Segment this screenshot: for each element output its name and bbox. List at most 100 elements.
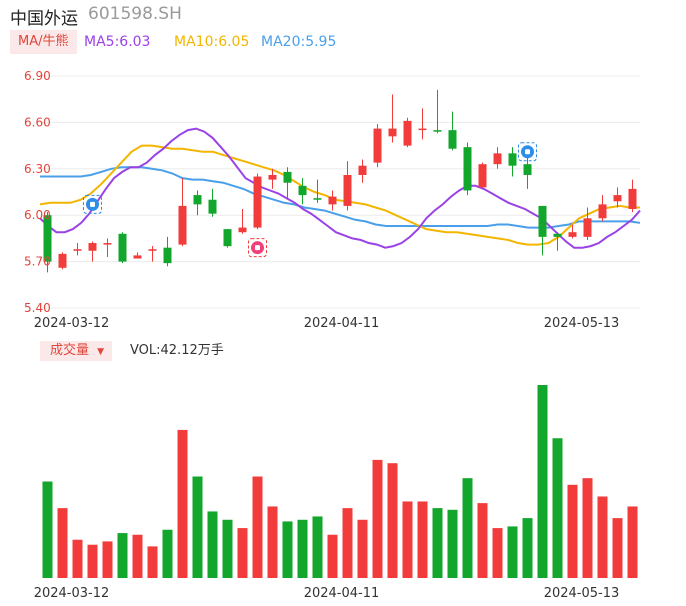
bull-icon (248, 238, 267, 258)
candle-body (403, 120, 412, 146)
volume-bar (72, 539, 83, 578)
y-tick-label: 6.60 (24, 115, 51, 129)
volume-bar (417, 501, 428, 578)
x-tick-label: 2024-05-13 (544, 586, 620, 601)
moving-average-lines (39, 127, 641, 249)
volume-bar (477, 503, 488, 578)
ma10-line (39, 144, 640, 246)
candle-body (238, 227, 247, 233)
volume-bar (132, 534, 143, 578)
candle-body (433, 130, 442, 132)
price-axis: 5.40 5.70 6.00 6.30 6.60 6.90 (24, 69, 51, 315)
candle-body (373, 128, 382, 163)
candle-body (628, 188, 637, 210)
stock-name: 中国外运 (10, 9, 78, 29)
candle-body (328, 196, 337, 205)
y-tick-label: 6.90 (24, 69, 51, 83)
volume-bar (237, 528, 248, 578)
x-tick-label: 2024-05-13 (544, 316, 620, 331)
candle-body (253, 176, 262, 228)
candle-body (43, 215, 52, 262)
bear-icon (83, 194, 102, 214)
candle-body (448, 130, 457, 149)
volume-indicator-label: 成交量 (50, 343, 90, 358)
volume-bar (372, 459, 383, 578)
ma5-label: MA5:6.03 (84, 34, 151, 50)
candle-body (58, 253, 67, 268)
candle-body (193, 195, 202, 205)
volume-bar (612, 518, 623, 578)
candle-body (118, 233, 127, 262)
volume-bar (42, 481, 53, 578)
candle-body (178, 205, 187, 245)
candle-body (268, 174, 277, 180)
volume-bar (192, 476, 203, 578)
ma20-line (40, 166, 641, 229)
candle-body (223, 229, 232, 247)
caret-down-icon: ▼ (97, 347, 105, 357)
volume-bar (387, 463, 398, 578)
volume-bar (267, 506, 278, 578)
candle-body (553, 233, 562, 237)
candle-body (73, 249, 82, 251)
price-grid (40, 75, 640, 309)
candlesticks (43, 89, 637, 273)
volume-bar (507, 526, 518, 578)
x-tick-label: 2024-04-11 (304, 586, 380, 601)
candle-body (388, 128, 397, 137)
volume-bar (432, 508, 443, 578)
candle-body (478, 164, 487, 188)
volume-bar (357, 519, 368, 578)
volume-bar (447, 509, 458, 578)
volume-bar (402, 501, 413, 578)
bear-icon (518, 142, 537, 162)
candle-body (88, 243, 97, 251)
y-tick-label: 6.30 (24, 162, 51, 176)
volume-bar (117, 533, 128, 578)
y-tick-label: 6.00 (24, 208, 51, 222)
candle-body (538, 205, 547, 237)
volume-bar (582, 478, 593, 578)
volume-bar (252, 476, 263, 578)
signal-markers (83, 142, 537, 258)
candle-body (613, 195, 622, 202)
candle-body (208, 199, 217, 214)
volume-indicator-button[interactable]: 成交量 ▼ (40, 341, 113, 361)
volume-bar (522, 518, 533, 578)
volume-bar (627, 506, 638, 578)
candle-body (313, 198, 322, 200)
volume-bar (147, 546, 158, 578)
candle-body (568, 232, 577, 237)
y-tick-label: 5.70 (24, 255, 51, 269)
volume-bar (177, 429, 188, 578)
candle-body (493, 153, 502, 165)
volume-bar (567, 484, 578, 578)
y-tick-label: 5.40 (24, 301, 51, 315)
volume-bar (492, 528, 503, 578)
x-tick-label: 2024-04-11 (304, 316, 380, 331)
candle-body (133, 255, 142, 259)
volume-bar (327, 534, 338, 578)
date-axis-price: 2024-03-12 2024-04-11 2024-05-13 (34, 316, 620, 331)
candle-body (583, 218, 592, 237)
ma10-label: MA10:6.05 (174, 34, 250, 50)
candle-body (343, 174, 352, 206)
volume-bar (207, 511, 218, 578)
x-tick-label: 2024-03-12 (34, 316, 110, 331)
volume-bar (342, 508, 353, 578)
volume-bar (462, 478, 473, 578)
candle-body (148, 249, 157, 251)
volume-bar (282, 521, 293, 578)
volume-bar (552, 438, 563, 578)
volume-bar (312, 516, 323, 578)
ma-indicator-button[interactable]: MA/牛熊 (10, 30, 77, 54)
volume-bars (42, 385, 638, 578)
candle-body (163, 247, 172, 264)
ma20-label: MA20:5.95 (261, 34, 337, 50)
candle-body (358, 165, 367, 175)
volume-bar (102, 541, 113, 578)
candle-body (283, 171, 292, 183)
candle-body (418, 128, 427, 131)
candle-body (523, 164, 532, 175)
volume-bar (87, 544, 98, 578)
